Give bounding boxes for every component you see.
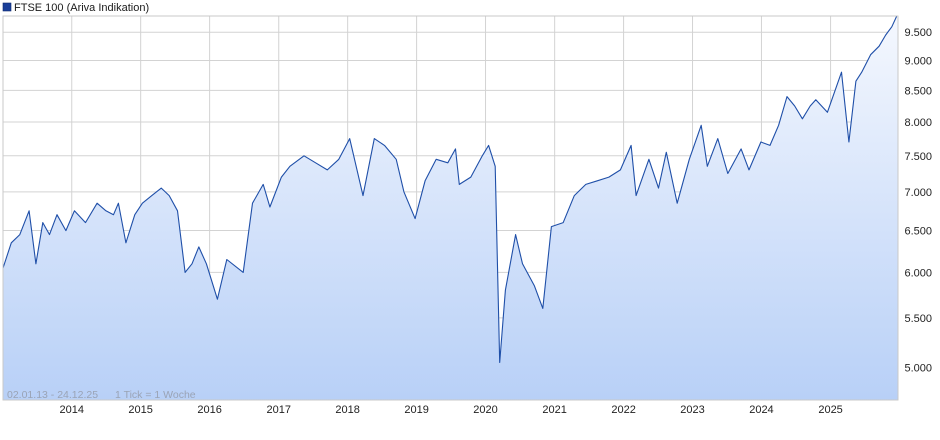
series-line xyxy=(3,16,898,364)
date-range-label: 02.01.13 - 24.12.25 xyxy=(7,389,98,401)
y-tick-label: 7.000 xyxy=(904,187,932,199)
axes: 5.000 5.500 6.000 6.500 7.000 7.500 8.000 8.500… xyxy=(2,15,932,416)
y-tick-label: 9.000 xyxy=(904,56,932,68)
y-tick-label: 5.500 xyxy=(904,313,932,325)
x-tick-label: 2020 xyxy=(473,404,497,416)
x-tick-label: 2014 xyxy=(60,404,84,416)
x-tick-label: 2022 xyxy=(611,404,635,416)
y-tick-label: 6.500 xyxy=(904,226,932,238)
x-tick-label: 2025 xyxy=(818,404,842,416)
x-tick-label: 2018 xyxy=(335,404,359,416)
x-tick-label: 2015 xyxy=(128,404,152,416)
x-tick-label: 2024 xyxy=(749,404,773,416)
legend-label: FTSE 100 (Ariva Indikation) xyxy=(14,2,149,14)
x-tick-label: 2016 xyxy=(197,404,221,416)
plot-frame xyxy=(2,15,899,401)
series-area xyxy=(3,16,898,400)
y-tick-label: 8.500 xyxy=(904,85,932,97)
y-tick-label: 9.500 xyxy=(904,27,932,39)
x-tick-label: 2019 xyxy=(404,404,428,416)
y-tick-label: 8.000 xyxy=(904,117,932,129)
y-tick-label: 5.000 xyxy=(904,363,932,375)
x-tick-label: 2021 xyxy=(542,404,566,416)
y-tick-label: 7.500 xyxy=(904,151,932,163)
legend-swatch xyxy=(2,2,12,12)
y-tick-label: 6.000 xyxy=(904,267,932,279)
x-tick-label: 2017 xyxy=(266,404,290,416)
x-tick-label: 2023 xyxy=(680,404,704,416)
tick-info-label: 1 Tick = 1 Woche xyxy=(115,389,196,401)
